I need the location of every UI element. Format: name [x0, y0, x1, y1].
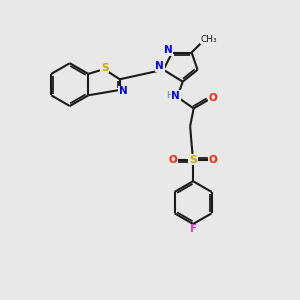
Text: N: N	[155, 61, 164, 71]
Text: F: F	[190, 224, 197, 234]
Text: S: S	[189, 155, 197, 165]
Text: N: N	[164, 45, 172, 55]
Text: S: S	[101, 63, 108, 73]
Text: H: H	[166, 92, 172, 100]
Text: N: N	[119, 86, 128, 96]
Text: O: O	[169, 155, 177, 165]
Text: CH₃: CH₃	[200, 34, 217, 43]
Text: O: O	[208, 93, 217, 103]
Text: N: N	[172, 91, 180, 101]
Text: O: O	[209, 155, 218, 165]
